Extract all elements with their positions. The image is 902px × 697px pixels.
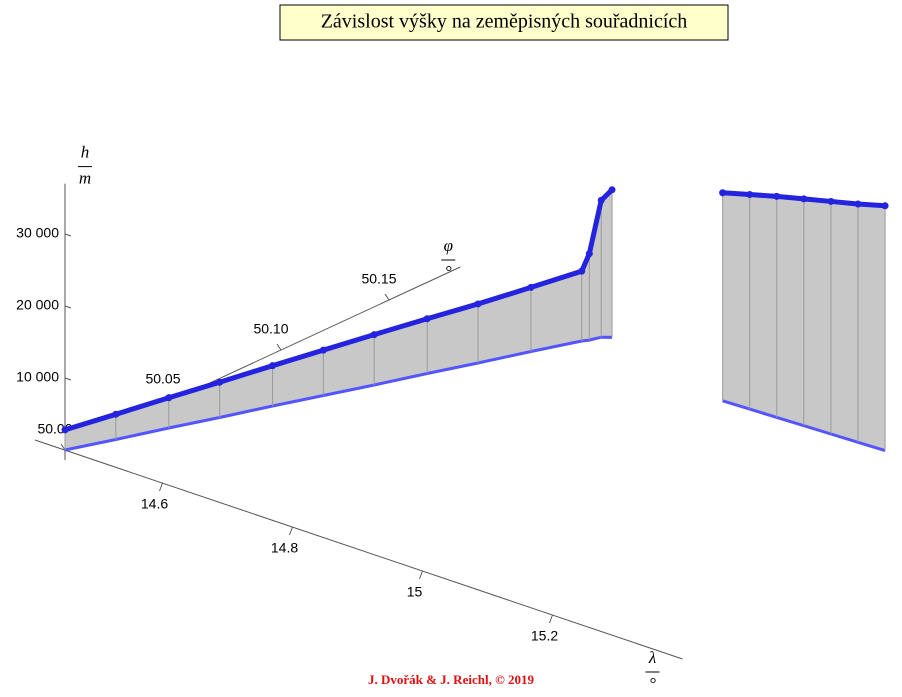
point — [608, 186, 616, 194]
y-tick — [276, 343, 282, 351]
point — [719, 189, 727, 197]
point — [527, 283, 535, 291]
point — [881, 202, 889, 210]
ylabel-unit: ° — [445, 262, 452, 281]
point — [319, 346, 327, 354]
x-tick-label: 15.2 — [531, 628, 558, 644]
base-line — [64, 335, 613, 452]
point — [597, 196, 605, 204]
point — [827, 197, 835, 205]
point — [370, 331, 378, 339]
x-tick-label: 15 — [407, 584, 423, 600]
x-tick-label: 14.8 — [271, 540, 298, 556]
point — [746, 191, 754, 199]
xlabel-symbol: λ — [648, 648, 656, 667]
y-tick — [384, 293, 390, 301]
point — [800, 195, 808, 203]
x-tick — [159, 482, 163, 492]
z-tick-label: 30 000 — [16, 225, 59, 241]
point — [578, 267, 586, 275]
point — [854, 200, 862, 208]
y-tick-label: 50.10 — [253, 321, 288, 337]
point — [112, 410, 120, 418]
x-tick-label: 14.6 — [141, 496, 168, 512]
point — [269, 362, 277, 370]
point — [474, 300, 482, 308]
point — [585, 250, 593, 258]
title-box — [279, 4, 729, 41]
z-tick-label: 10 000 — [16, 369, 59, 385]
y-tick — [60, 443, 66, 451]
point — [216, 378, 224, 386]
x-tick — [549, 614, 553, 624]
stem-wall — [65, 189, 613, 451]
point — [773, 192, 781, 200]
y-tick-label: 50.15 — [361, 271, 396, 287]
chart-title: Závislost výšky na zeměpisných souřadnic… — [321, 11, 688, 33]
point — [165, 394, 173, 402]
z-tick — [64, 377, 72, 381]
credit: J. Dvořák & J. Reichl, © 2019 — [368, 672, 535, 687]
point — [423, 315, 431, 323]
zlabel-symbol: h — [81, 143, 90, 162]
x-axis — [34, 439, 683, 660]
xlabel-unit: ° — [649, 674, 656, 692]
ylabel-symbol: φ — [444, 236, 453, 255]
z-tick — [64, 233, 72, 237]
y-tick-label: 50.05 — [145, 371, 180, 387]
zlabel-unit: m — [79, 169, 91, 188]
point — [61, 426, 69, 434]
z-tick — [64, 305, 72, 309]
z-tick-label: 20 000 — [16, 297, 59, 313]
x-tick — [419, 570, 423, 580]
x-tick — [289, 526, 293, 536]
